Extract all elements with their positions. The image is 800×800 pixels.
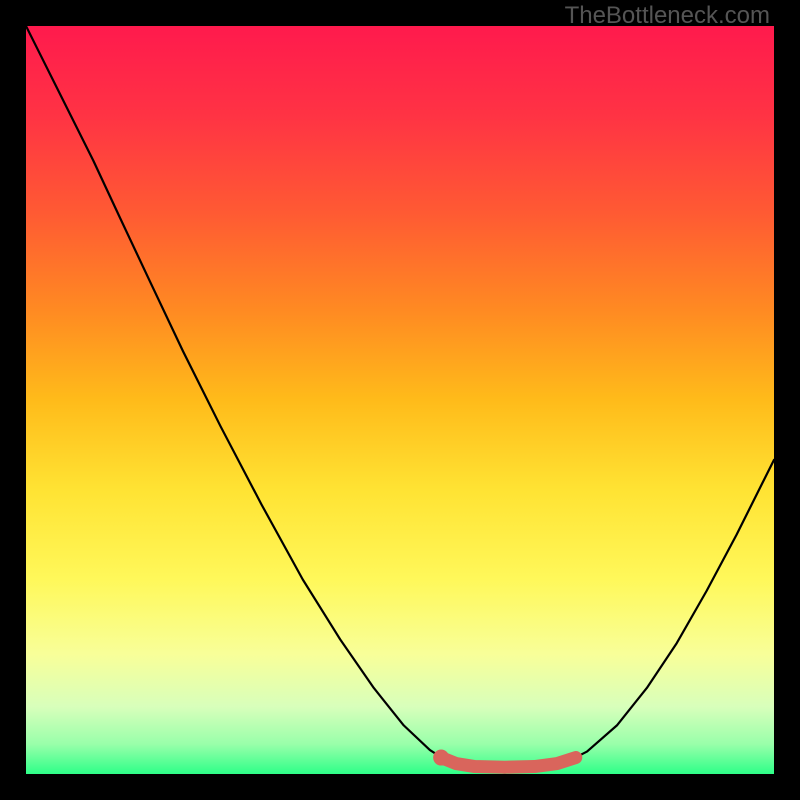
- watermark-text: TheBottleneck.com: [565, 2, 770, 30]
- frame-border-right: [774, 0, 800, 800]
- frame-border-bottom: [0, 774, 800, 800]
- chart-frame: TheBottleneck.com: [0, 0, 800, 800]
- frame-border-left: [0, 0, 26, 800]
- optimal-range-start-dot: [433, 750, 449, 766]
- bottleneck-chart: [0, 0, 800, 800]
- plot-background: [26, 26, 774, 774]
